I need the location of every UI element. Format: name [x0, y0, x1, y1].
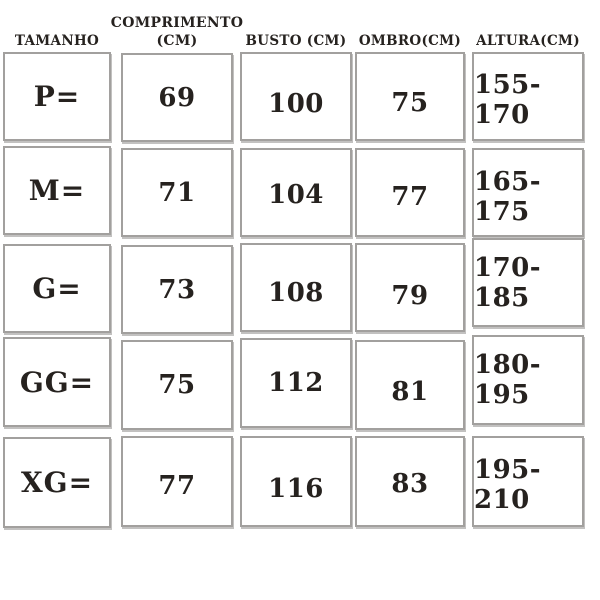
column-header-ombro: OMBRO(CM) — [358, 33, 462, 50]
table-cell: M= — [3, 146, 111, 235]
table-cell: 100 — [240, 52, 352, 141]
table-cell: 165-175 — [472, 148, 584, 237]
table-cell: 155-170 — [472, 52, 584, 141]
table-cell: 180-195 — [472, 335, 584, 425]
table-cell: 81 — [355, 340, 465, 430]
table-cell: 170-185 — [472, 238, 584, 327]
table-cell: 83 — [355, 436, 465, 527]
table-cell: 112 — [240, 338, 352, 428]
table-cell: 75 — [355, 52, 465, 141]
table-cell: P= — [3, 52, 111, 141]
table-cell: 108 — [240, 243, 352, 332]
column-header-busto: BUSTO (CM) — [245, 33, 347, 50]
table-cell: 116 — [240, 436, 352, 527]
table-cell: 71 — [121, 148, 233, 237]
column-header-altura: ALTURA(CM) — [476, 33, 580, 50]
table-cell: 79 — [355, 243, 465, 332]
table-cell: 195-210 — [472, 436, 584, 527]
column-header-comprimento: COMPRIMENTO (CM) — [110, 15, 244, 49]
table-cell: G= — [3, 244, 111, 333]
column-header-tamanho: TAMANHO — [14, 33, 100, 50]
table-cell: 69 — [121, 53, 233, 142]
table-cell: 73 — [121, 245, 233, 334]
table-cell: 75 — [121, 340, 233, 430]
table-cell: 77 — [121, 436, 233, 527]
table-cell: GG= — [3, 337, 111, 427]
table-cell: 104 — [240, 148, 352, 237]
table-cell: 77 — [355, 148, 465, 237]
table-cell: XG= — [3, 437, 111, 528]
